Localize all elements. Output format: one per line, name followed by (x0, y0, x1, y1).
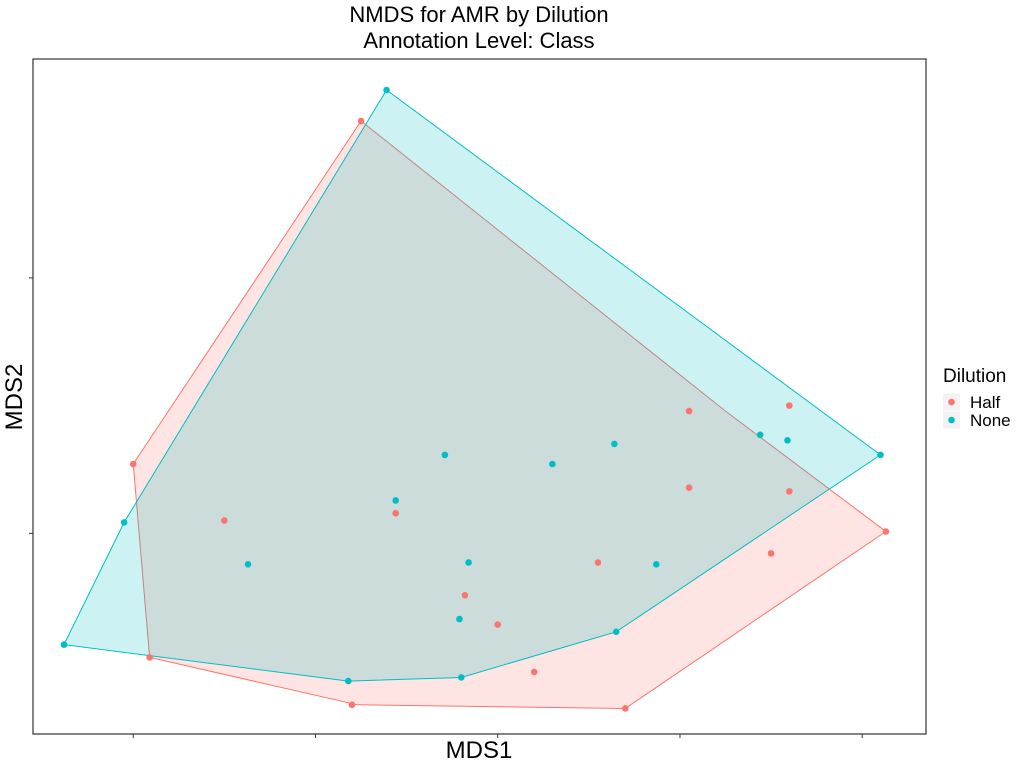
point-none (652, 561, 660, 568)
hull-none (63, 89, 882, 682)
chart-title: NMDS for AMR by Dilution (349, 2, 608, 27)
point-none (60, 641, 68, 648)
point-half (882, 528, 890, 535)
points-layer (60, 86, 890, 712)
legend-swatch-none (948, 416, 955, 424)
y-axis-label: MDS2 (1, 364, 28, 431)
point-half (221, 517, 228, 524)
point-half (685, 484, 693, 492)
point-none (392, 497, 399, 504)
point-none (344, 677, 352, 685)
chart-subtitle: Annotation Level: Class (363, 28, 594, 53)
point-none (457, 674, 465, 681)
point-half (685, 407, 693, 415)
legend-label-half: Half (970, 393, 1001, 412)
point-none (877, 451, 884, 459)
point-none (784, 436, 791, 444)
point-half (767, 550, 775, 557)
hull-layer (63, 89, 887, 709)
point-none (383, 86, 390, 94)
point-none (120, 519, 128, 526)
plot-panel-border (32, 58, 927, 735)
point-half (786, 488, 793, 495)
point-half (621, 705, 629, 712)
point-none (612, 628, 620, 636)
point-half (461, 592, 469, 599)
point-none (611, 440, 618, 448)
point-half (357, 117, 365, 125)
point-half (146, 654, 153, 661)
x-axis-label: MDS1 (446, 737, 513, 764)
legend-title: Dilution (943, 366, 1006, 387)
legend-label-none: None (970, 411, 1011, 430)
point-half (348, 701, 356, 709)
hull-half (132, 120, 887, 709)
point-half (392, 509, 399, 517)
point-half (786, 402, 793, 409)
point-half (494, 621, 502, 628)
point-none (465, 559, 472, 566)
point-half (129, 460, 137, 468)
point-none (549, 460, 556, 468)
point-none (244, 561, 252, 568)
legend-swatch-half (948, 398, 955, 406)
axis-ticks (29, 277, 863, 738)
point-half (594, 559, 602, 566)
point-none (756, 431, 764, 439)
point-none (441, 451, 449, 459)
point-none (456, 615, 463, 623)
point-half (530, 668, 538, 676)
